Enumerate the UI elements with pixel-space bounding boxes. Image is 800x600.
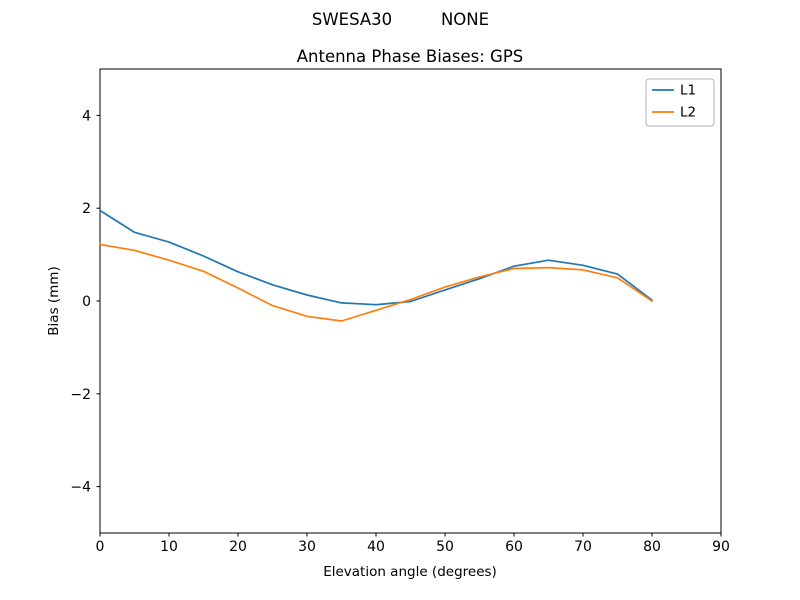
x-tick-label: 20	[229, 539, 247, 555]
legend-label-l2: L2	[680, 105, 696, 121]
suptitle-station: SWESA30	[312, 10, 392, 29]
x-tick-label: 80	[643, 539, 661, 555]
series-line-l1	[99, 209, 653, 306]
x-tick-label: 70	[574, 539, 592, 555]
y-axis-label: Bias (mm)	[46, 266, 62, 335]
y-tick-label: 4	[82, 108, 91, 124]
x-tick-label: 50	[436, 539, 454, 555]
y-axis-ticks: −4 −2 0 2 4	[70, 108, 100, 496]
series-line-l2	[99, 243, 653, 322]
legend-label-l1: L1	[680, 83, 696, 99]
y-tick-label: −2	[70, 387, 91, 403]
x-tick-label: 30	[298, 539, 316, 555]
y-tick-label: 2	[82, 201, 91, 217]
chart-title: Antenna Phase Biases: GPS	[297, 47, 524, 66]
data-series	[99, 209, 653, 322]
x-tick-label: 90	[712, 539, 730, 555]
x-tick-label: 60	[505, 539, 523, 555]
x-axis-ticks: 0 10 20 30 40 50 60 70 80 90	[96, 533, 730, 555]
x-tick-label: 40	[367, 539, 385, 555]
x-tick-label: 10	[160, 539, 178, 555]
x-axis-label: Elevation angle (degrees)	[323, 564, 497, 580]
y-tick-label: 0	[82, 294, 91, 310]
x-tick-label: 0	[96, 539, 105, 555]
suptitle-radome: NONE	[441, 10, 489, 29]
y-tick-label: −4	[70, 480, 91, 496]
